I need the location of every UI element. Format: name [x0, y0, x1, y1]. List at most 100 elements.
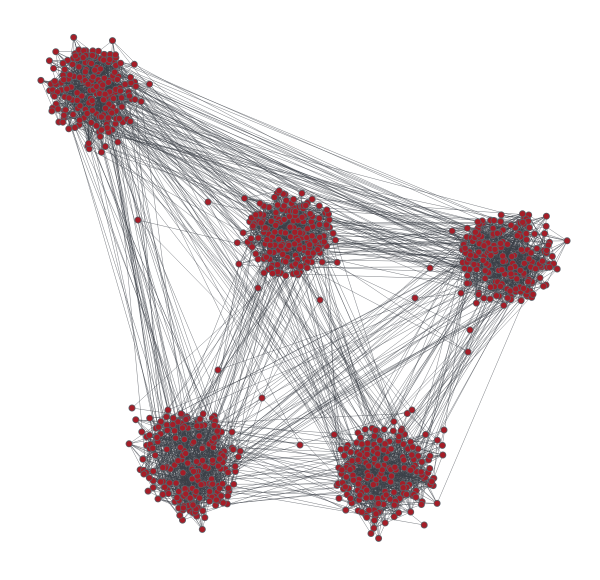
graph-node: [529, 290, 537, 298]
graph-edge: [67, 60, 512, 275]
graph-node: [100, 74, 108, 82]
graph-edge: [146, 287, 259, 438]
graph-edge: [278, 273, 387, 495]
graph-node: [239, 229, 247, 237]
graph-edge: [109, 59, 327, 211]
graph-edge: [160, 262, 463, 422]
graph-node: [277, 242, 285, 250]
graph-node: [291, 208, 299, 216]
graph-node: [281, 229, 289, 237]
graph-edge: [227, 489, 367, 505]
graph-node: [500, 301, 508, 309]
graph-node: [508, 252, 516, 260]
graph-edge: [207, 201, 348, 466]
graph-node: [81, 68, 89, 76]
graph-node: [525, 224, 533, 232]
graph-node: [112, 51, 120, 59]
graph-edge: [546, 240, 568, 251]
graph-edge: [65, 77, 80, 110]
graph-edge: [302, 205, 523, 223]
graph-edge: [303, 205, 431, 485]
graph-node: [472, 299, 480, 307]
graph-edge: [108, 82, 301, 446]
graph-node: [65, 94, 73, 102]
graph-node: [536, 274, 544, 282]
graph-node: [73, 96, 81, 104]
graph-node: [503, 240, 511, 248]
graph-node: [110, 95, 118, 103]
graph-edge: [73, 37, 396, 502]
graph-node: [137, 98, 145, 106]
graph-node: [448, 227, 456, 235]
graph-node: [517, 297, 525, 305]
graph-node: [517, 246, 525, 254]
graph-edge: [411, 299, 511, 411]
graph-node: [323, 206, 331, 214]
graph-node: [285, 241, 293, 249]
graph-node: [97, 65, 105, 73]
graph-node: [302, 201, 310, 209]
graph-node: [333, 258, 341, 266]
graph-edge: [156, 437, 184, 473]
graph-node: [322, 221, 330, 229]
graph-node: [247, 234, 255, 242]
graph-node: [89, 73, 97, 81]
graph-edge: [98, 50, 517, 236]
graph-node: [266, 248, 274, 256]
graph-edge: [197, 225, 512, 477]
graph-edge: [107, 127, 377, 505]
graph-node: [50, 64, 58, 72]
graph-node: [66, 71, 74, 79]
graph-node: [274, 201, 282, 209]
graph-edge: [137, 219, 407, 495]
graph-node: [306, 241, 314, 249]
graph-edge: [90, 98, 348, 446]
graph-edge: [137, 219, 283, 255]
graph-node: [89, 107, 97, 115]
graph-node: [98, 148, 106, 156]
graph-edge: [316, 244, 378, 449]
graph-edge: [146, 472, 204, 485]
graph-node: [73, 89, 81, 97]
graph-node: [60, 76, 68, 84]
graph-edge: [301, 193, 476, 233]
graph-edge: [261, 397, 343, 483]
graph-node: [92, 122, 100, 130]
graph-edge: [357, 227, 479, 433]
graph-edge: [85, 80, 395, 422]
graph-edge: [224, 456, 367, 518]
graph-node: [266, 241, 274, 249]
graph-edge: [214, 469, 351, 497]
graph-node: [525, 255, 533, 263]
graph-node: [252, 211, 260, 219]
graph-node: [273, 261, 281, 269]
graph-edge: [72, 64, 377, 480]
graph-node: [260, 269, 268, 277]
graph-edge: [128, 92, 170, 483]
graph-node: [76, 116, 84, 124]
graph-edge: [311, 254, 471, 331]
graph-node: [318, 258, 326, 266]
graph-node: [548, 252, 556, 260]
graph-node: [256, 199, 264, 207]
graph-edge: [64, 96, 527, 220]
graph-node: [132, 82, 140, 90]
graph-edge: [367, 472, 372, 534]
graph-node: [497, 218, 505, 226]
graph-node: [88, 97, 96, 105]
graph-edge: [433, 454, 444, 479]
graph-node: [65, 125, 73, 133]
graph-edge: [73, 37, 392, 477]
graph-node: [63, 85, 71, 93]
graph-edge: [285, 261, 385, 430]
graph-edge: [40, 80, 60, 123]
graph-node: [100, 56, 108, 64]
graph-node: [117, 59, 125, 67]
graph-edge: [553, 240, 568, 264]
graph-node: [272, 209, 280, 217]
graph-edge: [162, 425, 215, 468]
graph-node: [78, 92, 86, 100]
graph-node: [109, 37, 117, 45]
graph-edge: [312, 198, 529, 216]
